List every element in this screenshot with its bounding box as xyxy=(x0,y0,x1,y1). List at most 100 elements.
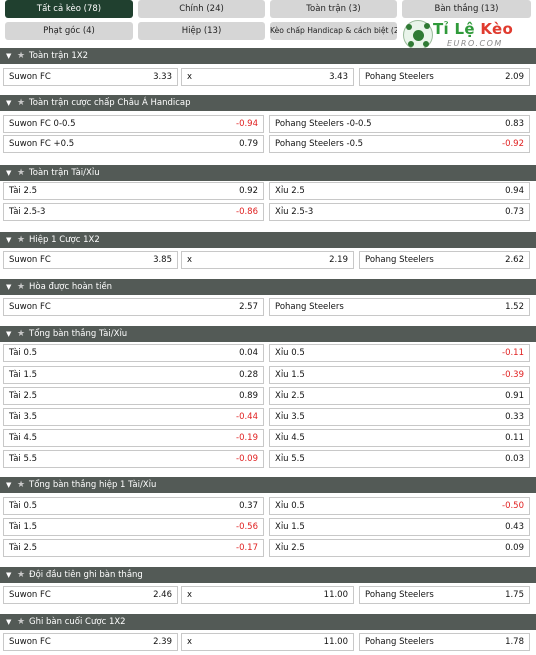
odds-button[interactable]: Xỉu 2.5 0.09 xyxy=(269,539,530,557)
odds-button[interactable]: x 3.43 xyxy=(181,68,354,86)
star-icon[interactable]: ★ xyxy=(17,51,26,61)
odds-button[interactable]: Pohang Steelers 1.52 xyxy=(269,298,530,316)
selection-label: Xỉu 2.5 xyxy=(275,543,305,553)
star-icon[interactable]: ★ xyxy=(17,282,26,292)
odds-button[interactable]: Xỉu 0.5 -0.50 xyxy=(269,497,530,515)
odds-value: 0.03 xyxy=(505,454,524,464)
market-tabs: Tất cả kèo (78) Chính (24) Toàn trận (3)… xyxy=(0,0,536,42)
section-header[interactable]: ▼ ★ Hòa được hoàn tiền xyxy=(0,279,536,295)
selection-label: Tài 4.5 xyxy=(9,433,37,443)
odds-button[interactable]: Xỉu 1.5 -0.39 xyxy=(269,366,530,384)
odds-value: 2.09 xyxy=(505,72,524,82)
chevron-down-icon[interactable]: ▼ xyxy=(6,618,12,626)
odds-button[interactable]: x 11.00 xyxy=(181,586,354,604)
tab-all[interactable]: Tất cả kèo (78) xyxy=(5,0,133,18)
odds-button[interactable]: Pohang Steelers -0-0.5 0.83 xyxy=(269,115,530,133)
star-icon[interactable]: ★ xyxy=(17,617,26,627)
tab-goals[interactable]: Bàn thắng (13) xyxy=(402,0,531,18)
odds-button[interactable]: Pohang Steelers 1.78 xyxy=(359,633,530,651)
odds-button[interactable]: Tài 0.5 0.04 xyxy=(3,344,264,362)
odds-button[interactable]: Suwon FC 2.39 xyxy=(3,633,178,651)
tab-half[interactable]: Hiệp (13) xyxy=(138,22,265,40)
selection-label: Suwon FC xyxy=(9,302,51,312)
chevron-down-icon[interactable]: ▼ xyxy=(6,169,12,177)
odds-button[interactable]: Suwon FC +0.5 0.79 xyxy=(3,135,264,153)
soccer-ball-icon xyxy=(403,20,433,50)
odds-button[interactable]: Xỉu 0.5 -0.11 xyxy=(269,344,530,362)
section-header[interactable]: ▼ ★ Toàn trận cược chấp Châu Á Handicap xyxy=(0,95,536,111)
star-icon[interactable]: ★ xyxy=(17,235,26,245)
odds-button[interactable]: Tài 2.5-3 -0.86 xyxy=(3,203,264,221)
chevron-down-icon[interactable]: ▼ xyxy=(6,481,12,489)
odds-button[interactable]: Xỉu 2.5 0.94 xyxy=(269,182,530,200)
odds-button[interactable]: Suwon FC 3.33 xyxy=(3,68,178,86)
odds-value: 0.89 xyxy=(239,391,258,401)
odds-value: 2.46 xyxy=(153,590,172,600)
tab-handicap[interactable]: Kèo chấp Handicap & cách biệt (2) xyxy=(270,22,397,40)
odds-button[interactable]: Xỉu 2.5-3 0.73 xyxy=(269,203,530,221)
odds-button[interactable]: Suwon FC 3.85 xyxy=(3,251,178,269)
odds-button[interactable]: Suwon FC 2.46 xyxy=(3,586,178,604)
selection-label: Xỉu 1.5 xyxy=(275,370,305,380)
odds-button[interactable]: Tài 1.5 0.28 xyxy=(3,366,264,384)
odds-button[interactable]: Xỉu 3.5 0.33 xyxy=(269,408,530,426)
odds-value: 0.79 xyxy=(239,139,258,149)
section-title: Toàn trận cược chấp Châu Á Handicap xyxy=(29,98,191,108)
chevron-down-icon[interactable]: ▼ xyxy=(6,52,12,60)
section-header[interactable]: ▼ ★ Tổng bàn thắng hiệp 1 Tài/Xỉu xyxy=(0,477,536,493)
star-icon[interactable]: ★ xyxy=(17,98,26,108)
odds-value: 0.43 xyxy=(505,522,524,532)
section-title: Tổng bàn thắng hiệp 1 Tài/Xỉu xyxy=(29,480,157,490)
chevron-down-icon[interactable]: ▼ xyxy=(6,330,12,338)
odds-button[interactable]: Xỉu 1.5 0.43 xyxy=(269,518,530,536)
odds-button[interactable]: Tài 2.5 -0.17 xyxy=(3,539,264,557)
star-icon[interactable]: ★ xyxy=(17,168,26,178)
odds-button[interactable]: Tài 5.5 -0.09 xyxy=(3,450,264,468)
section-header[interactable]: ▼ ★ Hiệp 1 Cược 1X2 xyxy=(0,232,536,248)
odds-button[interactable]: Tài 4.5 -0.19 xyxy=(3,429,264,447)
odds-value: 11.00 xyxy=(323,590,348,600)
star-icon[interactable]: ★ xyxy=(17,570,26,580)
odds-button[interactable]: Tài 0.5 0.37 xyxy=(3,497,264,515)
odds-value: -0.86 xyxy=(236,207,258,217)
odds-button[interactable]: Tài 1.5 -0.56 xyxy=(3,518,264,536)
section-header[interactable]: ▼ ★ Toàn trận 1X2 xyxy=(0,48,536,64)
odds-button[interactable]: Suwon FC 0-0.5 -0.94 xyxy=(3,115,264,133)
odds-button[interactable]: Pohang Steelers 2.62 xyxy=(359,251,530,269)
tab-full-match[interactable]: Toàn trận (3) xyxy=(270,0,397,18)
odds-button[interactable]: x 11.00 xyxy=(181,633,354,651)
odds-button[interactable]: Pohang Steelers 2.09 xyxy=(359,68,530,86)
selection-label: Pohang Steelers xyxy=(275,302,344,312)
odds-button[interactable]: Xỉu 4.5 0.11 xyxy=(269,429,530,447)
section-header[interactable]: ▼ ★ Tổng bàn thắng Tài/Xỉu xyxy=(0,326,536,342)
odds-button[interactable]: Xỉu 2.5 0.91 xyxy=(269,387,530,405)
odds-button[interactable]: Pohang Steelers -0.5 -0.92 xyxy=(269,135,530,153)
section-title: Toàn trận Tài/Xỉu xyxy=(29,168,100,178)
odds-value: -0.17 xyxy=(236,543,258,553)
star-icon[interactable]: ★ xyxy=(17,480,26,490)
odds-value: 0.04 xyxy=(239,348,258,358)
odds-button[interactable]: Tài 2.5 0.89 xyxy=(3,387,264,405)
chevron-down-icon[interactable]: ▼ xyxy=(6,236,12,244)
odds-value: 0.73 xyxy=(505,207,524,217)
tab-main[interactable]: Chính (24) xyxy=(138,0,265,18)
odds-button[interactable]: x 2.19 xyxy=(181,251,354,269)
odds-value: -0.19 xyxy=(236,433,258,443)
odds-value: 1.78 xyxy=(505,637,524,647)
chevron-down-icon[interactable]: ▼ xyxy=(6,99,12,107)
odds-button[interactable]: Tài 2.5 0.92 xyxy=(3,182,264,200)
odds-button[interactable]: Tài 3.5 -0.44 xyxy=(3,408,264,426)
star-icon[interactable]: ★ xyxy=(17,329,26,339)
chevron-down-icon[interactable]: ▼ xyxy=(6,571,12,579)
section-header[interactable]: ▼ ★ Đội đầu tiên ghi bàn thắng xyxy=(0,567,536,583)
odds-button[interactable]: Xỉu 5.5 0.03 xyxy=(269,450,530,468)
odds-button[interactable]: Suwon FC 2.57 xyxy=(3,298,264,316)
tab-corners[interactable]: Phạt góc (4) xyxy=(5,22,133,40)
odds-button[interactable]: Pohang Steelers 1.75 xyxy=(359,586,530,604)
selection-label: Tài 2.5 xyxy=(9,186,37,196)
selection-label: Xỉu 2.5 xyxy=(275,186,305,196)
section-header[interactable]: ▼ ★ Toàn trận Tài/Xỉu xyxy=(0,165,536,181)
chevron-down-icon[interactable]: ▼ xyxy=(6,283,12,291)
section-header[interactable]: ▼ ★ Ghi bàn cuối Cược 1X2 xyxy=(0,614,536,630)
selection-label: Xỉu 5.5 xyxy=(275,454,305,464)
